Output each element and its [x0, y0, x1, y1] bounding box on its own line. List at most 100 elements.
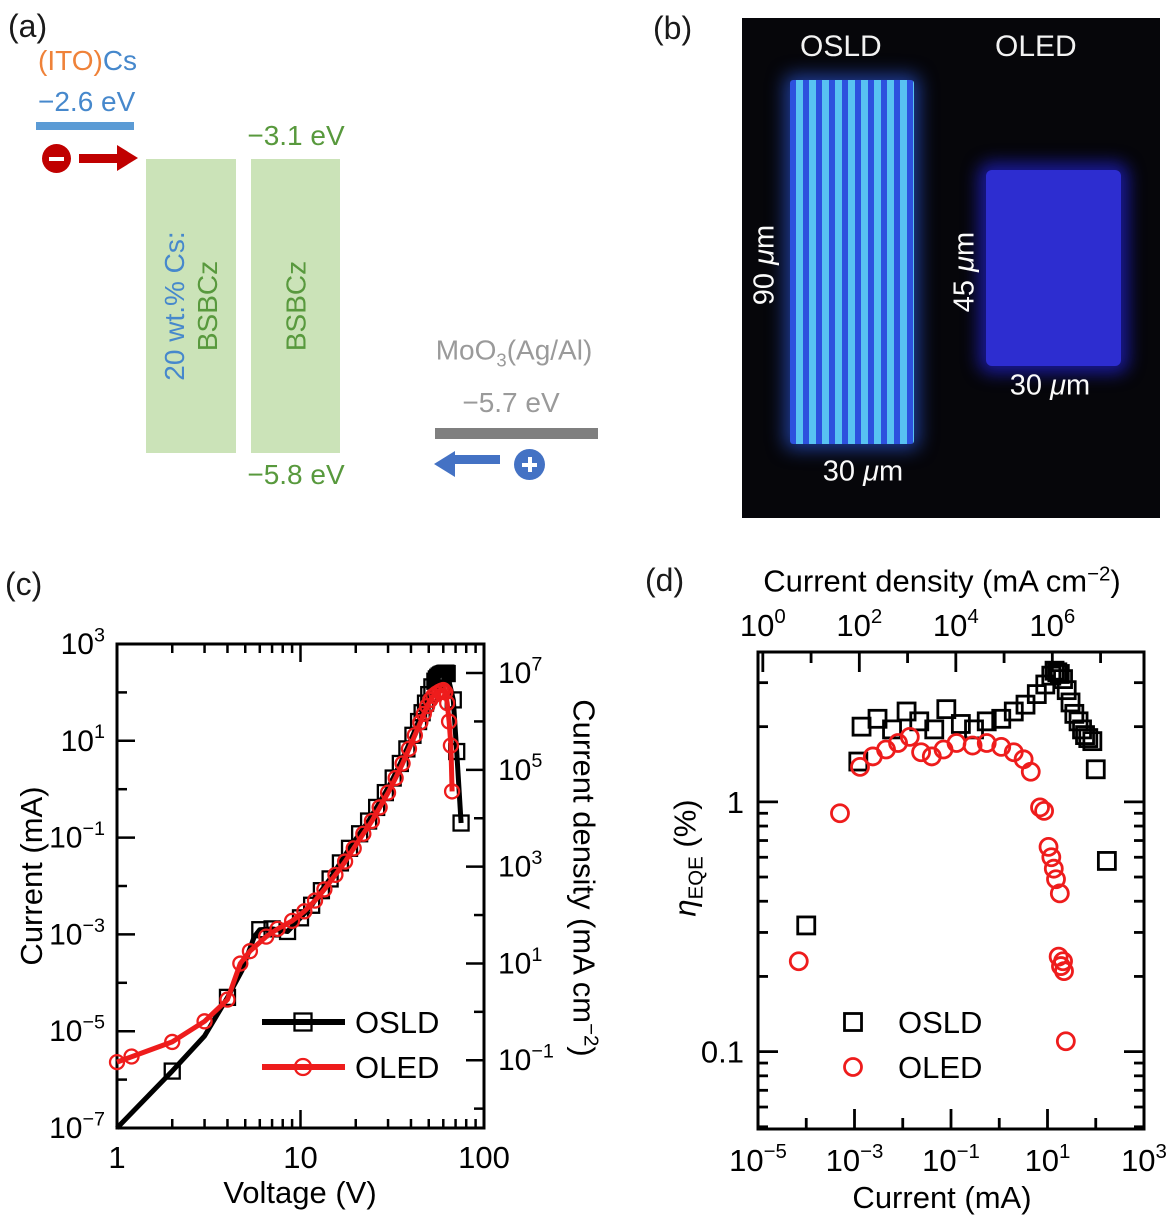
axes: 103 101 10−1 10−3 10−5 10−7 10−1 101 103 105 107 1 1… — [49, 624, 554, 1175]
y-tick-label: 0.1 — [701, 1035, 744, 1070]
data-marker — [336, 853, 354, 870]
panel-a-label: (a) — [8, 8, 48, 44]
data-marker — [438, 664, 456, 683]
legend-label: OLED — [898, 1050, 982, 1085]
data-marker — [241, 943, 259, 960]
data-marker — [788, 951, 809, 972]
data-marker — [394, 755, 411, 772]
c-right-title-sup: −2 — [579, 1023, 603, 1047]
layer-cs-bsbcz-line1: 20 wt.% Cs: — [159, 231, 190, 381]
data-marker — [355, 825, 372, 842]
cathode-cs: Cs — [102, 45, 138, 76]
data-marker — [269, 920, 286, 938]
eqe-chart: 10−5 10−3 10−1 101 103 100 102 104 106 1 0.1 OSLD OL… — [701, 605, 1167, 1178]
minus-icon — [49, 156, 64, 161]
electron-arrow-shaft — [79, 154, 117, 163]
data-marker — [1082, 731, 1103, 752]
osld-height-mu: μ — [748, 248, 781, 265]
osld-width-m: m — [879, 455, 904, 488]
d-eta-symbol: η — [667, 899, 703, 917]
data-marker — [946, 733, 967, 753]
legend: OSLD OLED — [843, 1005, 982, 1085]
data-marker — [363, 812, 381, 830]
layer-cs-bsbcz-line2: BSBCz — [192, 260, 223, 352]
homo-level: −5.8 eV — [247, 459, 345, 490]
tick-label: 100 — [740, 605, 786, 643]
tick-label: 103 — [498, 847, 542, 884]
panel-b-micrograph: OSLD OLED 90 μm 30 μm 45 μm 30 μm — [742, 18, 1160, 518]
c-right-title-post: ) — [566, 1046, 602, 1057]
data-marker — [843, 1057, 863, 1077]
oled-width-m: m — [1066, 369, 1091, 402]
c-left-axis-title: Current (mA) — [14, 786, 49, 966]
tick-label: 101 — [1025, 1140, 1071, 1178]
data-marker — [1034, 800, 1054, 821]
tick-label: 10−1 — [922, 1140, 980, 1178]
data-marker — [1085, 759, 1106, 780]
layer-bsbcz-text: BSBCz — [279, 261, 312, 351]
anode-label: MoO3(Ag/Al) — [436, 335, 593, 372]
anode-sub3: 3 — [496, 349, 507, 371]
lumo-level: −3.1 eV — [247, 120, 345, 151]
anode-agal: (Ag/Al) — [506, 334, 593, 366]
data-marker — [163, 1062, 181, 1080]
tick-label: 103 — [1121, 1140, 1167, 1178]
osld-height-label: 90 μm — [749, 225, 782, 305]
panel-c-label: (c) — [5, 566, 43, 602]
data-marker — [851, 716, 872, 737]
oled-series — [108, 681, 461, 1071]
tick-label: 106 — [1029, 605, 1075, 643]
osld-width-mu: μ — [863, 455, 880, 488]
data-marker — [443, 783, 461, 800]
hole-arrow-shaft — [455, 455, 500, 464]
oled-image-title: OLED — [995, 30, 1077, 63]
data-marker — [400, 740, 418, 758]
data-marker — [924, 719, 945, 740]
data-marker — [293, 1057, 313, 1077]
oled-width-num: 30 — [1009, 369, 1051, 402]
data-marker — [1078, 728, 1099, 748]
cathode-level-bar — [36, 122, 134, 130]
x-tick-label: 10 — [283, 1140, 317, 1175]
data-marker — [962, 735, 983, 756]
oled-width-mu: μ — [1050, 369, 1067, 402]
d-left-axis-title: ηEQE (%) — [667, 799, 708, 916]
osld-image-title: OSLD — [800, 30, 882, 63]
data-marker — [1046, 869, 1066, 890]
d-top-axis-title: Current density (mA cm−2) — [763, 562, 1121, 599]
tick-label: 10−3 — [49, 915, 105, 952]
panel-d-label: (d) — [645, 562, 685, 598]
c-right-axis-title: Current density (mA cm−2) — [565, 699, 602, 1057]
oled-height-m: m — [948, 231, 981, 256]
data-marker — [283, 912, 301, 930]
data-marker — [1055, 1031, 1076, 1052]
data-marker — [899, 726, 920, 747]
data-marker — [1049, 883, 1070, 904]
data-marker — [345, 840, 362, 857]
data-marker — [293, 1012, 313, 1032]
anode-level: −5.7 eV — [462, 387, 560, 418]
tick-label: 105 — [498, 750, 542, 787]
electron-arrow-icon — [117, 145, 138, 171]
hole-arrow-icon — [434, 451, 455, 477]
data-marker — [830, 803, 850, 824]
electron-icon — [42, 144, 71, 173]
d-eta-post: (%) — [667, 799, 703, 857]
d-top-title-post: ) — [1110, 563, 1121, 599]
data-marker — [1053, 669, 1073, 690]
tick-label: 10−5 — [49, 1012, 105, 1049]
layer-cs-bsbcz: 20 wt.% Cs: BSBCz — [146, 159, 236, 453]
anode-level-bar — [435, 428, 598, 439]
data-marker — [888, 733, 908, 753]
data-marker — [108, 1053, 126, 1071]
anode-moo: MoO — [435, 334, 497, 366]
legend-label: OLED — [355, 1050, 439, 1085]
data-marker — [1054, 961, 1074, 982]
layer-bsbcz-name: BSBCz — [280, 260, 311, 352]
data-marker — [306, 892, 324, 909]
data-marker — [991, 736, 1012, 757]
d-top-title-pre: Current density (mA cm — [763, 563, 1088, 599]
d-x-axis-title: Current (mA) — [852, 1180, 1032, 1215]
oled-width-label: 30 μm — [1010, 370, 1090, 403]
oled-height-label: 45 μm — [949, 232, 982, 312]
